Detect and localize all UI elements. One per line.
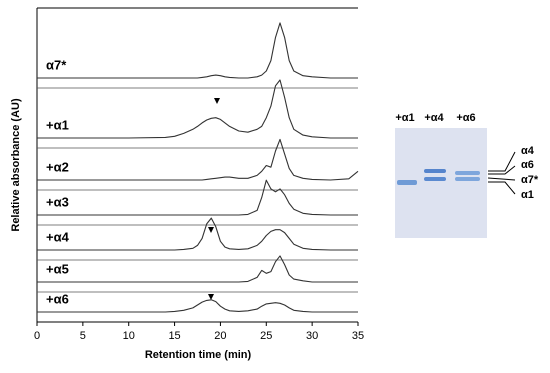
x-tick-label: 10 — [123, 330, 135, 342]
trace — [37, 22, 358, 79]
band-label: α6 — [521, 159, 534, 171]
trace — [37, 179, 358, 216]
gel-band — [424, 169, 446, 173]
gel-band — [397, 180, 417, 185]
x-tick-label: 35 — [352, 330, 364, 342]
trace-label: +α5 — [46, 261, 69, 276]
connector — [488, 181, 516, 195]
trace-label: +α2 — [46, 159, 69, 174]
peak-marker — [208, 294, 214, 300]
gel-band — [455, 177, 480, 181]
trace — [37, 138, 359, 181]
trace-label: +α3 — [46, 194, 69, 209]
arrowheads — [208, 98, 220, 300]
trace — [37, 79, 358, 139]
x-tick-label: 30 — [306, 330, 318, 342]
trace — [37, 217, 358, 251]
trace-label: +α6 — [46, 291, 69, 306]
trace — [37, 255, 358, 283]
band-label: α4 — [521, 145, 535, 157]
x-tick-label: 0 — [34, 330, 40, 342]
connector — [488, 165, 516, 175]
lane-label: +α6 — [456, 112, 475, 124]
y-axis-title: Relative absorbance (AU) — [10, 98, 22, 232]
x-tick-label: 15 — [168, 330, 180, 342]
trace — [37, 299, 358, 313]
connector — [487, 177, 516, 181]
x-tick-label: 25 — [260, 330, 272, 342]
trace-label: α7* — [46, 57, 67, 72]
band-label: α1 — [521, 189, 534, 201]
trace-label: +α1 — [46, 117, 69, 132]
lane-label: +α1 — [395, 112, 414, 124]
band-connectors — [487, 151, 516, 195]
trace-label: +α4 — [46, 229, 70, 244]
gel-band — [424, 177, 446, 181]
gel-band — [455, 171, 480, 175]
peak-marker — [214, 98, 220, 104]
x-tick-label: 5 — [80, 330, 86, 342]
connector — [488, 151, 516, 172]
x-tick-label: 20 — [214, 330, 226, 342]
gel: +α1 +α4 +α6 α4 α6 α7* α1 — [395, 112, 539, 238]
x-axis-title: Retention time (min) — [145, 349, 252, 361]
peak-marker — [208, 227, 214, 233]
lane-label: +α4 — [424, 112, 444, 124]
band-label: α7* — [521, 174, 539, 186]
